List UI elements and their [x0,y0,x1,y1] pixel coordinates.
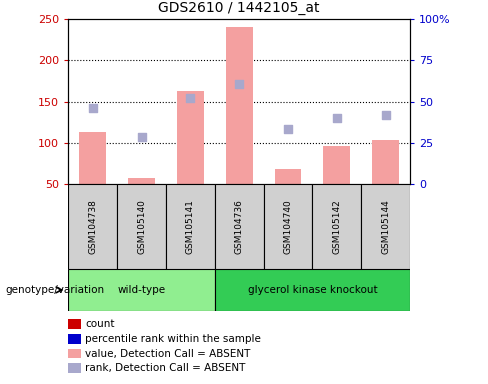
Bar [264,184,312,269]
Text: GSM105141: GSM105141 [186,199,195,254]
Bar [215,269,410,311]
Bar [312,184,361,269]
Text: GSM104736: GSM104736 [235,199,244,254]
Title: GDS2610 / 1442105_at: GDS2610 / 1442105_at [159,2,320,15]
Bar [225,28,253,184]
Point [89,104,97,111]
Bar [166,184,215,269]
Text: percentile rank within the sample: percentile rank within the sample [85,334,261,344]
Bar [274,169,302,184]
Text: value, Detection Call = ABSENT: value, Detection Call = ABSENT [85,349,251,359]
Bar [372,140,399,184]
Text: glycerol kinase knockout: glycerol kinase knockout [247,285,377,295]
Text: wild-type: wild-type [118,285,165,295]
Point [333,115,341,121]
Bar [68,184,117,269]
Bar [361,184,410,269]
Point [186,94,194,101]
Point [138,134,145,140]
Bar [128,178,155,184]
Bar [323,146,350,184]
Text: rank, Detection Call = ABSENT: rank, Detection Call = ABSENT [85,363,246,373]
Point [382,112,389,118]
Point [284,126,292,132]
Text: GSM105140: GSM105140 [137,199,146,254]
Bar [68,269,215,311]
Text: GSM105142: GSM105142 [332,199,341,254]
Bar [117,184,166,269]
Point [235,81,243,87]
Bar [215,184,264,269]
Text: GSM105144: GSM105144 [381,199,390,254]
Text: GSM104740: GSM104740 [284,199,292,254]
Bar [79,132,106,184]
Text: count: count [85,319,115,329]
Text: genotype/variation: genotype/variation [5,285,104,295]
Text: GSM104738: GSM104738 [88,199,97,254]
Bar [177,91,204,184]
